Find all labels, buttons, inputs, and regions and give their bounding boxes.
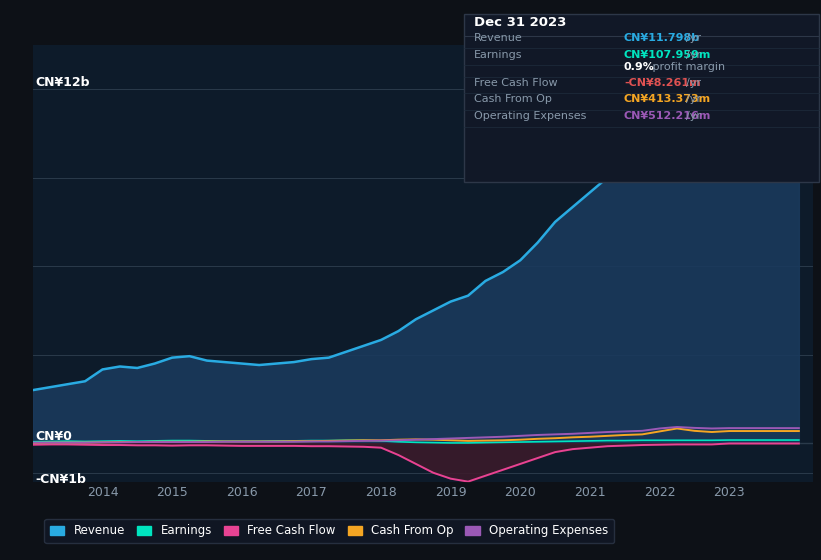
Text: CN¥107.959m: CN¥107.959m (624, 50, 711, 60)
Text: Operating Expenses: Operating Expenses (474, 111, 586, 122)
Text: Revenue: Revenue (474, 33, 522, 43)
Text: -CN¥1b: -CN¥1b (35, 473, 86, 486)
Text: Dec 31 2023: Dec 31 2023 (474, 16, 566, 29)
Text: CN¥12b: CN¥12b (35, 76, 89, 89)
Text: Earnings: Earnings (474, 50, 522, 60)
Text: Cash From Op: Cash From Op (474, 95, 552, 105)
Text: CN¥512.216m: CN¥512.216m (624, 111, 711, 122)
Text: /yr: /yr (686, 50, 700, 60)
Text: -CN¥8.261m: -CN¥8.261m (624, 78, 700, 88)
Text: Free Cash Flow: Free Cash Flow (474, 78, 557, 88)
Legend: Revenue, Earnings, Free Cash Flow, Cash From Op, Operating Expenses: Revenue, Earnings, Free Cash Flow, Cash … (44, 519, 614, 543)
Text: /yr: /yr (686, 95, 700, 105)
Text: profit margin: profit margin (649, 62, 725, 72)
Text: CN¥413.373m: CN¥413.373m (624, 95, 711, 105)
Text: 0.9%: 0.9% (624, 62, 655, 72)
Text: /yr: /yr (686, 111, 700, 122)
Text: CN¥0: CN¥0 (35, 430, 72, 443)
Text: /yr: /yr (686, 78, 700, 88)
Text: CN¥11.798b: CN¥11.798b (624, 33, 700, 43)
Text: /yr: /yr (686, 33, 700, 43)
